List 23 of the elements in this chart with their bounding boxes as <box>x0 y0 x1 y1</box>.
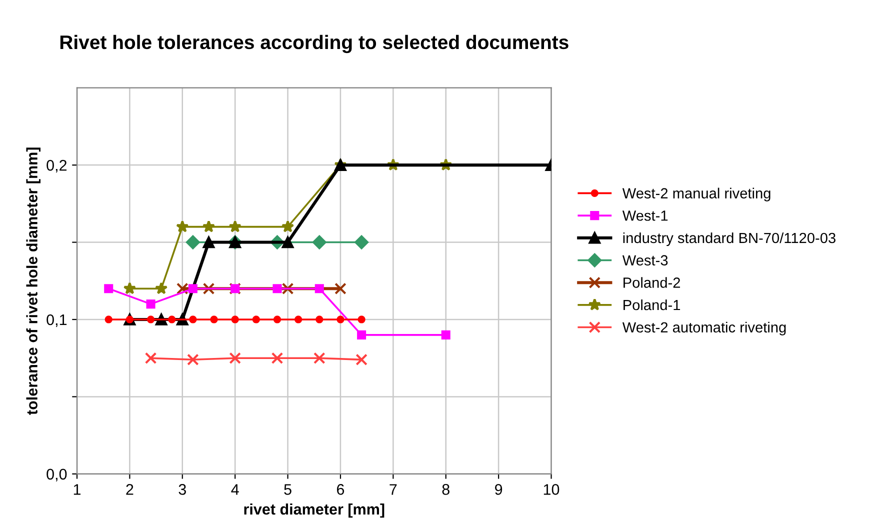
x-tick-label: 5 <box>284 484 292 495</box>
legend-label: industry standard BN-70/1120-03 <box>623 232 836 246</box>
x-tick-label: 2 <box>126 484 134 495</box>
x-tick-label: 3 <box>178 484 186 495</box>
x-tick-label: 4 <box>231 484 239 495</box>
legend-label: Poland-2 <box>624 277 680 288</box>
y-axis-title: tolerance of rivet hole diameter [mm] <box>26 148 40 415</box>
legend-label: West-2 automatic riveting <box>622 322 786 336</box>
x-tick-label: 9 <box>495 484 502 495</box>
legend-label: Poland-1 <box>624 299 680 310</box>
x-tick-label: 7 <box>390 484 397 495</box>
x-axis-title: rivet diameter [mm] <box>244 503 384 518</box>
legend-label: West-1 <box>622 210 668 221</box>
y-tick-label: 0,2 <box>46 160 67 173</box>
legend-label: West-3 <box>622 255 668 266</box>
x-tick-label: 8 <box>442 484 450 495</box>
y-tick-label: 0,1 <box>46 314 67 327</box>
chart-title: Rivet hole tolerances according to selected documents <box>60 34 568 54</box>
legend-label: West-2 manual riveting <box>622 188 770 202</box>
x-tick-label: 6 <box>337 484 344 495</box>
y-tick-label: 0,0 <box>46 468 67 482</box>
x-tick-label: 1 <box>74 484 81 495</box>
x-tick-label: 10 <box>544 484 560 495</box>
